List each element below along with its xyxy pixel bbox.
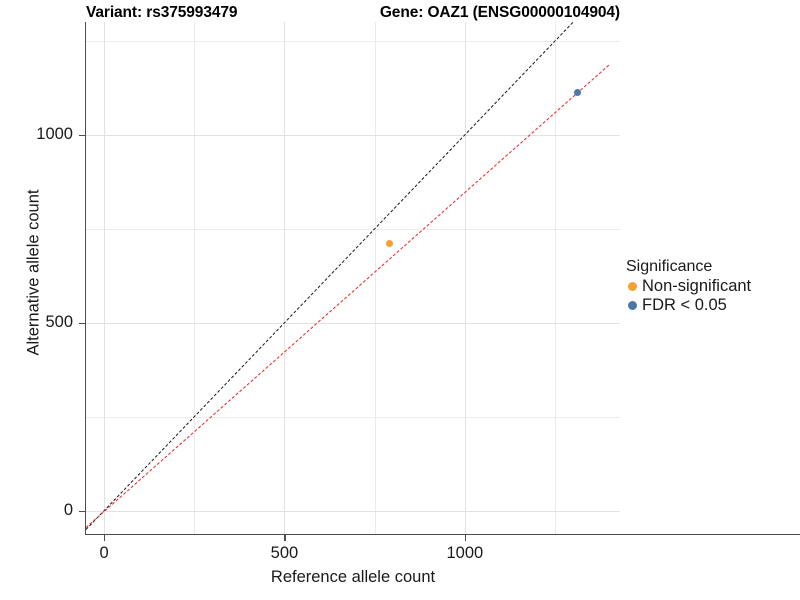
y-axis-tick [79,510,85,512]
legend: Significance Non-significant FDR < 0.05 [626,258,751,315]
y-axis-tick-label: 500 [45,312,73,331]
y-axis-tick [79,134,85,137]
variant-title: Variant: rs375993479 [86,4,238,21]
x-axis-tick [104,535,106,541]
reference-line-identity [86,22,574,531]
legend-key-dot-icon [626,296,639,315]
gridline-vertical-major [464,22,466,535]
x-axis-tick-label: 1000 [446,544,484,562]
gridline-horizontal-minor [86,228,620,230]
legend-item[interactable]: FDR < 0.05 [626,296,751,315]
plot-panel [86,22,620,535]
x-axis-tick-label: 500 [270,544,299,562]
reference-line-observed-ratio [86,63,610,528]
gridline-vertical-major [284,22,286,535]
x-axis-tick-label: 0 [99,544,109,562]
y-axis-line [85,22,87,535]
gridline-horizontal-major [86,134,620,136]
gridline-horizontal-major [86,322,620,324]
x-axis-tick [284,535,286,541]
y-axis-tick-label: 0 [63,500,73,519]
gridline-vertical-minor [194,22,196,535]
gridline-horizontal-minor [86,40,620,42]
data-point[interactable] [574,89,582,97]
x-axis-tick [464,535,467,541]
legend-items: Non-significant FDR < 0.05 [626,277,751,315]
gene-title: Gene: OAZ1 (ENSG00000104904) [379,4,620,21]
gridline-vertical-minor [555,22,557,535]
legend-key-dot-icon [626,277,639,296]
gridline-vertical-major [104,22,106,535]
legend-item-label: FDR < 0.05 [642,296,727,314]
x-axis-line [86,534,800,536]
legend-item[interactable]: Non-significant [626,277,751,296]
data-point[interactable] [385,239,393,247]
gridline-horizontal-major [86,510,620,512]
x-axis-title: Reference allele count [270,568,436,586]
y-axis-tick-label: 1000 [36,124,73,143]
gridline-vertical-minor [374,22,376,535]
title-row: Variant: rs375993479 Gene: OAZ1 (ENSG000… [86,2,620,24]
gridline-horizontal-minor [86,416,620,418]
y-axis-tick [79,322,85,324]
y-axis-title: Alternative allele count [24,189,43,356]
legend-item-label: Non-significant [642,277,752,295]
legend-title: Significance [626,258,713,275]
